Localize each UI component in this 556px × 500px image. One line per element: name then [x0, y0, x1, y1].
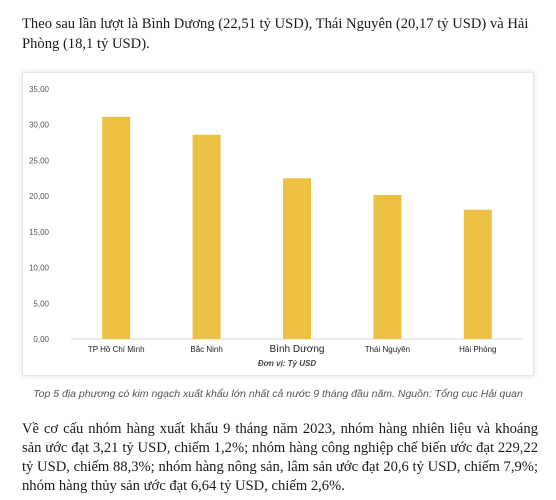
y-tick-label: 35,00: [29, 85, 50, 94]
bar-chart: 0,00 5,00 10,00 15,00 20,00 25,00 30,00 35,00 TP…: [22, 72, 534, 376]
y-tick-label: 20,00: [29, 192, 50, 201]
chart-svg: 0,00 5,00 10,00 15,00 20,00 25,00 30,00 35,00 TP…: [29, 85, 523, 368]
bar: [463, 209, 492, 339]
x-tick-label: TP Hồ Chí Minh: [88, 345, 145, 354]
y-tick-label: 10,00: [29, 264, 50, 273]
x-tick-label: Bình Dương: [270, 344, 325, 355]
y-tick-label: 0,00: [33, 335, 49, 344]
bar: [283, 178, 311, 339]
y-tick-label: 15,00: [29, 228, 50, 237]
bar: [373, 194, 402, 339]
x-tick-label: Hải Phòng: [459, 345, 496, 354]
bar: [102, 116, 131, 339]
body-paragraph: Về cơ cấu nhóm hàng xuất khẩu 9 tháng nă…: [22, 421, 538, 494]
x-axis-label: Đơn vị: Tỷ USD: [258, 359, 316, 368]
y-tick-label: 5,00: [33, 299, 49, 308]
intro-paragraph: Theo sau lần lượt là Bình Dương (22,51 t…: [22, 16, 529, 52]
chart-caption: Top 5 địa phương có kim ngạch xuất khẩu …: [33, 388, 523, 400]
y-tick-label: 25,00: [29, 156, 50, 165]
y-tick-label: 30,00: [29, 121, 50, 130]
x-tick-label: Bắc Ninh: [190, 345, 222, 354]
x-tick-label: Thái Nguyên: [365, 345, 410, 354]
bar: [192, 134, 221, 339]
